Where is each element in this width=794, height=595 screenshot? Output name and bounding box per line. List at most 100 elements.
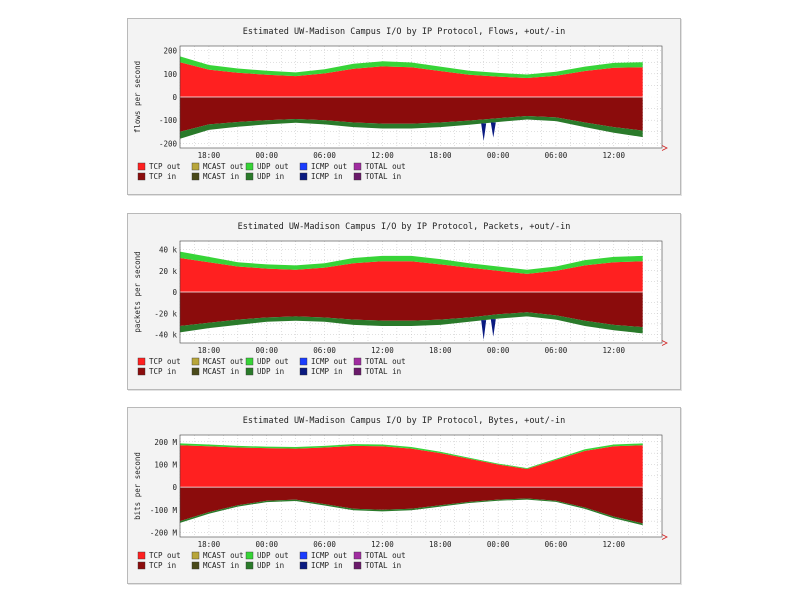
axis-arrow <box>661 534 668 540</box>
legend-label-tcp-in: TCP in <box>149 561 176 570</box>
flows-chart-panel: Estimated UW-Madison Campus I/O by IP Pr… <box>127 18 681 195</box>
legend-swatch-udp-out <box>245 551 254 560</box>
chart-title: Estimated UW-Madison Campus I/O by IP Pr… <box>243 27 565 37</box>
udp-in-area <box>180 116 643 139</box>
y-tick-label: 100 M <box>154 460 177 469</box>
y-tick-label: -40 k <box>154 331 177 340</box>
y-axis-label: packets per second <box>133 251 142 332</box>
y-tick-label: 40 k <box>159 246 178 255</box>
chart-title: Estimated UW-Madison Campus I/O by IP Pr… <box>238 222 571 232</box>
legend-swatch-udp-out <box>245 162 254 171</box>
legend-swatch-tcp-out <box>137 551 146 560</box>
legend-swatch-total-in <box>353 172 362 181</box>
legend-label-mcast-in: MCAST in <box>203 561 239 570</box>
x-tick-label: 06:00 <box>313 151 336 160</box>
legend-swatch-total-out <box>353 162 362 171</box>
x-tick-label: 00:00 <box>255 540 278 549</box>
legend-label-tcp-out: TCP out <box>149 162 181 171</box>
y-tick-label: 20 k <box>159 267 178 276</box>
x-tick-label: 06:00 <box>313 346 336 355</box>
legend-label-icmp-in: ICMP in <box>311 172 343 181</box>
x-tick-label: 00:00 <box>487 346 510 355</box>
flows-chart: Estimated UW-Madison Campus I/O by IP Pr… <box>133 27 668 181</box>
x-tick-label: 06:00 <box>313 540 336 549</box>
x-tick-label: 12:00 <box>603 151 626 160</box>
x-tick-label: 18:00 <box>198 151 221 160</box>
legend-label-icmp-in: ICMP in <box>311 561 343 570</box>
axis-arrow <box>661 340 668 346</box>
x-tick-label: 00:00 <box>487 151 510 160</box>
packets-chart: Estimated UW-Madison Campus I/O by IP Pr… <box>133 222 668 376</box>
legend-swatch-total-in <box>353 561 362 570</box>
udp-out-area <box>180 251 643 274</box>
legend-label-total-in: TOTAL in <box>365 172 401 181</box>
legend-swatch-udp-in <box>245 367 254 376</box>
legend-label-total-in: TOTAL in <box>365 561 401 570</box>
legend-label-mcast-out: MCAST out <box>203 551 244 560</box>
legend-label-tcp-out: TCP out <box>149 551 181 560</box>
legend-swatch-icmp-out <box>299 357 308 366</box>
y-tick-label: -20 k <box>154 309 177 318</box>
icmp-in-spike <box>481 320 487 340</box>
legend-swatch-mcast-out <box>191 162 200 171</box>
legend-swatch-tcp-in <box>137 172 146 181</box>
tcp-in-area <box>180 97 643 132</box>
legend-swatch-icmp-out <box>299 162 308 171</box>
x-tick-label: 06:00 <box>545 151 568 160</box>
x-tick-label: 00:00 <box>487 540 510 549</box>
legend-label-mcast-in: MCAST in <box>203 367 239 376</box>
legend-swatch-udp-out <box>245 357 254 366</box>
tcp-in-area <box>180 292 643 328</box>
y-axis-label: bits per second <box>133 452 142 520</box>
legend-swatch-tcp-in <box>137 367 146 376</box>
legend-swatch-mcast-out <box>191 357 200 366</box>
legend-swatch-tcp-in <box>137 561 146 570</box>
legend-swatch-total-out <box>353 551 362 560</box>
legend-swatch-mcast-in <box>191 367 200 376</box>
legend-swatch-icmp-in <box>299 172 308 181</box>
legend-label-tcp-out: TCP out <box>149 357 181 366</box>
legend-label-udp-in: UDP in <box>257 561 284 570</box>
legend-label-udp-out: UDP out <box>257 551 289 560</box>
y-tick-label: 0 <box>172 483 177 492</box>
y-tick-label: -200 M <box>150 528 178 537</box>
legend-label-total-in: TOTAL in <box>365 367 401 376</box>
tcp-out-area <box>180 258 643 292</box>
bytes-chart-panel: Estimated UW-Madison Campus I/O by IP Pr… <box>127 407 681 584</box>
icmp-in-spike <box>490 122 496 138</box>
y-axis-label: flows per second <box>133 61 142 133</box>
x-tick-label: 12:00 <box>371 151 394 160</box>
legend-label-mcast-in: MCAST in <box>203 172 239 181</box>
legend-label-total-out: TOTAL out <box>365 357 406 366</box>
legend-label-icmp-out: ICMP out <box>311 551 347 560</box>
udp-in-area <box>180 312 643 334</box>
legend-label-mcast-out: MCAST out <box>203 357 244 366</box>
legend-label-icmp-out: ICMP out <box>311 162 347 171</box>
legend-swatch-icmp-in <box>299 367 308 376</box>
x-tick-label: 18:00 <box>198 540 221 549</box>
x-tick-label: 18:00 <box>198 346 221 355</box>
tcp-out-area <box>180 62 643 97</box>
plot-frame <box>179 434 663 538</box>
udp-out-area <box>180 443 643 469</box>
x-tick-label: 12:00 <box>603 346 626 355</box>
plot-frame <box>179 45 663 149</box>
y-tick-label: 100 <box>163 70 177 79</box>
legend-swatch-udp-in <box>245 172 254 181</box>
legend-label-udp-in: UDP in <box>257 367 284 376</box>
legend-label-icmp-in: ICMP in <box>311 367 343 376</box>
y-tick-label: 200 M <box>154 438 177 447</box>
legend-label-total-out: TOTAL out <box>365 551 406 560</box>
tcp-in-area <box>180 487 643 524</box>
x-tick-label: 18:00 <box>429 346 452 355</box>
legend-swatch-udp-in <box>245 561 254 570</box>
legend-swatch-mcast-out <box>191 551 200 560</box>
x-tick-label: 00:00 <box>255 346 278 355</box>
axis-arrow <box>661 145 668 151</box>
bytes-chart: Estimated UW-Madison Campus I/O by IP Pr… <box>133 416 668 570</box>
legend-swatch-total-out <box>353 357 362 366</box>
x-tick-label: 18:00 <box>429 540 452 549</box>
legend-label-tcp-in: TCP in <box>149 367 176 376</box>
icmp-in-spike <box>481 123 487 142</box>
legend-label-tcp-in: TCP in <box>149 172 176 181</box>
